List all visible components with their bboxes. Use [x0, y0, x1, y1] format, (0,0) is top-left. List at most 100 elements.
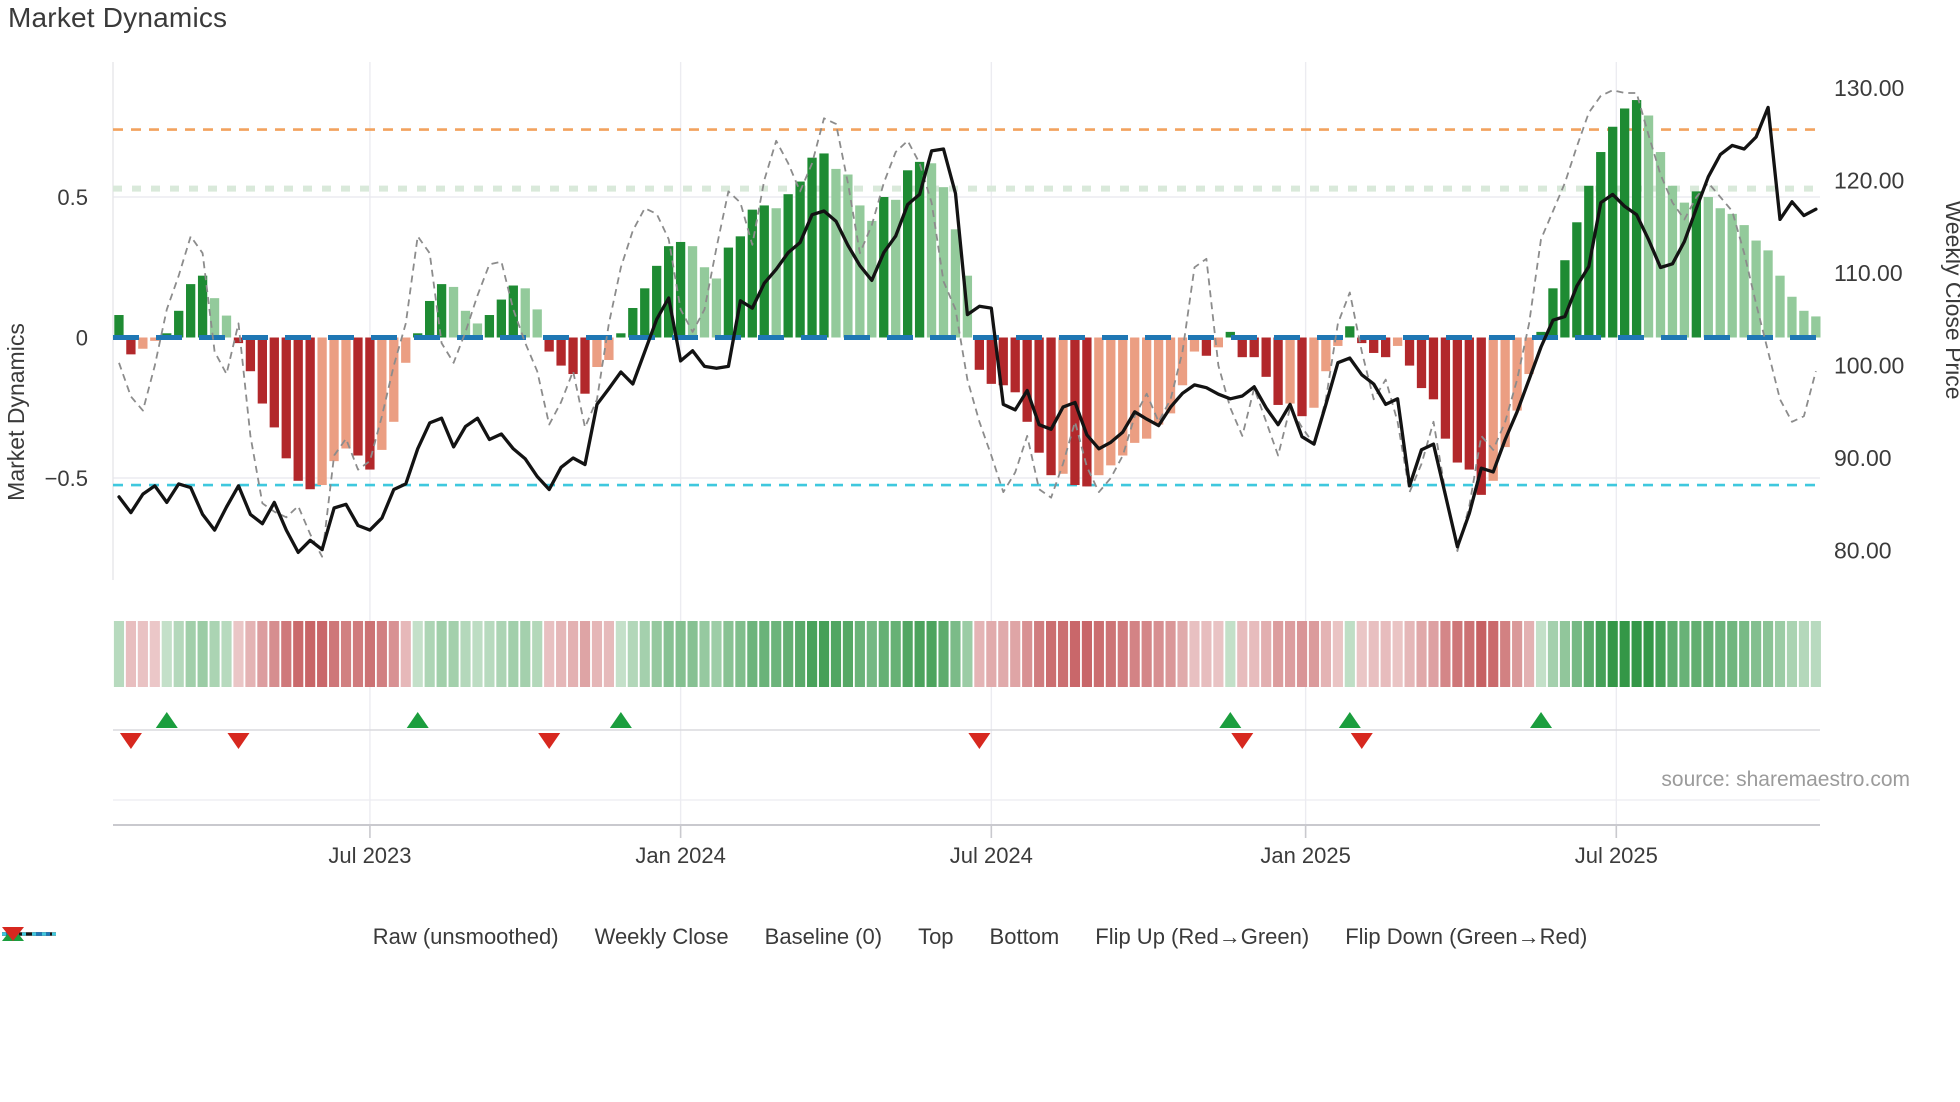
oscillator-bar [377, 337, 387, 450]
oscillator-bar [269, 337, 279, 428]
legend-label: Bottom [989, 924, 1060, 949]
heatmap-cell [818, 621, 830, 687]
oscillator-bar [1118, 337, 1128, 456]
legend-item-flip-up[interactable]: Flip Up (Red→Green) [2, 924, 1309, 950]
legend-item-flip-down[interactable]: Flip Down (Green→Red) [2, 924, 1587, 950]
heatmap-cell [281, 621, 292, 687]
oscillator-bar [604, 337, 614, 360]
oscillator-bar [556, 337, 566, 366]
heatmap-cell [998, 621, 1009, 687]
legend-item-baseline[interactable]: Baseline (0) [2, 924, 882, 950]
oscillator-bar [281, 337, 291, 459]
heatmap-cell [257, 621, 268, 687]
heatmap-cell [1416, 621, 1427, 687]
heatmap-cell [1607, 621, 1618, 687]
oscillator-bar [807, 157, 817, 338]
heatmap-cell [1057, 621, 1069, 687]
oscillator-bar [1142, 337, 1152, 439]
legend-item-top[interactable]: Top [2, 924, 954, 950]
oscillator-bar [257, 337, 267, 404]
heatmap-cell [1774, 621, 1786, 687]
heatmap-cell [1225, 621, 1236, 687]
heatmap-cell [496, 621, 507, 687]
heatmap-cell [1595, 621, 1606, 687]
heatmap-cell [962, 621, 973, 687]
heatmap-cell [520, 621, 531, 687]
oscillator-bar [1345, 326, 1355, 338]
oscillator-bar [938, 187, 949, 338]
oscillator-bar [950, 229, 961, 338]
left-axis-title: Market Dynamics [3, 323, 29, 501]
oscillator-bar [138, 337, 148, 349]
oscillator-bar [460, 310, 471, 338]
oscillator-bar [472, 323, 483, 338]
legend-item-raw-unsmoothed[interactable]: Raw (unsmoothed) [2, 924, 559, 950]
oscillator-bar [998, 337, 1008, 386]
oscillator-bar [568, 337, 578, 375]
oscillator-bar [1655, 152, 1666, 338]
heatmap-cell [651, 621, 662, 687]
legend-item-weekly-close[interactable]: Weekly Close [2, 924, 729, 950]
legend-item-bottom[interactable]: Bottom [2, 924, 1060, 950]
heatmap-cell [854, 621, 865, 687]
heatmap-cell [1703, 621, 1714, 687]
heatmap-cell [400, 621, 411, 687]
heatmap-cell [1177, 621, 1188, 687]
heatmap-cell [1500, 621, 1511, 687]
oscillator-bar [1333, 337, 1343, 346]
oscillator-bar [1512, 337, 1522, 411]
heatmap-cell [1308, 621, 1320, 687]
heatmap-cell [317, 621, 328, 687]
oscillator-bar [1572, 222, 1582, 338]
heatmap-cell [890, 621, 901, 687]
oscillator-bar [1464, 337, 1474, 470]
heatmap-cell [1535, 621, 1547, 687]
oscillator-bar [986, 337, 996, 384]
oscillator-bar [855, 205, 865, 338]
heatmap-cell [364, 621, 375, 687]
oscillator-bar [209, 298, 220, 338]
heatmap-cell [603, 621, 614, 687]
heatmap-cell [1559, 621, 1570, 687]
heatmap-cell [376, 621, 387, 687]
oscillator-bar [699, 267, 710, 338]
heatmap-cell [1428, 621, 1439, 687]
oscillator-bar [544, 337, 554, 352]
oscillator-bar [1273, 337, 1283, 405]
oscillator-bar [1416, 337, 1427, 389]
oscillator-bar [496, 299, 506, 338]
oscillator-bar [747, 209, 757, 338]
oscillator-bar [425, 300, 435, 338]
x-tick-label: Jul 2025 [1575, 843, 1658, 868]
heatmap-cell [1476, 621, 1487, 687]
heatmap-cell [1452, 621, 1463, 687]
right-axis-tick-label: 120.00 [1834, 168, 1904, 194]
oscillator-bar [640, 288, 650, 338]
heatmap-cell [663, 621, 674, 687]
oscillator-bar [1189, 337, 1200, 352]
heatmap-strip [113, 621, 1821, 687]
heatmap-cell [735, 621, 746, 687]
oscillator-bar [1201, 337, 1212, 356]
source-credit: source: sharemaestro.com [1661, 768, 1910, 791]
heatmap-cell [1201, 621, 1212, 687]
heatmap-cell [1332, 621, 1343, 687]
oscillator-bar [1130, 337, 1140, 443]
oscillator-bar [1548, 288, 1558, 338]
heatmap-cell [448, 621, 459, 687]
heatmap-cell [1488, 621, 1499, 687]
x-tick-label: Jul 2024 [950, 843, 1033, 868]
heatmap-cell [1404, 621, 1415, 687]
heatmap-cell [568, 621, 579, 687]
heatmap-cell [914, 621, 925, 687]
heatmap-cell [1691, 621, 1702, 687]
oscillator-bar [484, 315, 495, 338]
oscillator-bar [305, 337, 315, 490]
oscillator-bar [317, 337, 327, 486]
heatmap-cell [699, 621, 710, 687]
heatmap-cell [1344, 621, 1355, 687]
oscillator-bar [1177, 337, 1188, 386]
heatmap-cell [830, 621, 842, 687]
oscillator-bar [1285, 337, 1295, 404]
flip-up-marker [609, 712, 632, 728]
